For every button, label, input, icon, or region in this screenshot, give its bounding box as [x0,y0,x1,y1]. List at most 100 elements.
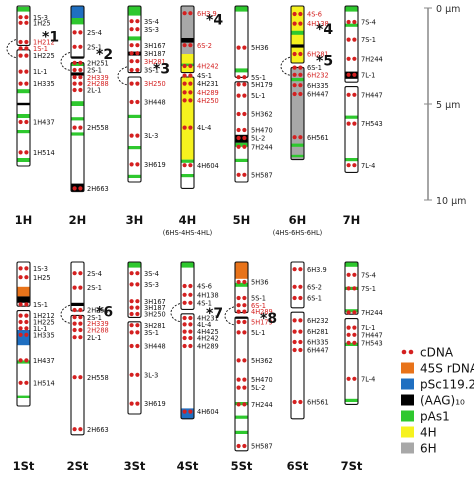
marker-label: 4H604 [197,162,219,170]
cdna-signal [292,91,297,97]
marker-label: 4S-1 [197,299,212,307]
centromere [70,311,85,316]
centromere [290,63,305,68]
cdna-signal [18,275,23,280]
cdna-signal [242,127,247,133]
legend-swatch [401,410,414,422]
cdna-signal [242,402,247,407]
chromosome-name: 3H [126,213,144,227]
annotation-marker: *2 [96,47,113,63]
cdna-signal [346,56,351,61]
cdna-signal [188,409,193,414]
marker-label: 1H335 [33,80,55,88]
cdna-signal [182,409,187,414]
cdna-signal [129,311,134,317]
band-chr4h [291,44,304,66]
chromosome-body [235,262,248,451]
cdna-signal [236,443,241,449]
band-pas1 [291,154,304,158]
marker-label: 4H289 [197,89,219,97]
marker-label: 5H362 [251,357,273,365]
marker-label: 6H561 [307,134,329,142]
legend-swatch-dot [408,349,414,355]
cdna-signal [72,81,77,86]
cdna-signal [24,332,29,337]
cdna-signal [182,43,187,48]
band-pas1 [181,262,194,268]
chromosome-name: 4H [179,213,197,227]
cdna-signal [242,144,247,149]
marker-label: 1S-3 [33,14,48,22]
marker-label: 6H281 [307,51,329,59]
band-aag [291,44,304,48]
marker-label: 6H232 [307,317,329,325]
centromere [180,309,195,314]
chromosome-body [345,262,358,405]
cdna-signal [188,90,193,95]
marker-label: 6H335 [307,339,329,347]
cdna-signal [352,121,357,126]
cdna-signal [78,87,83,93]
cdna-signal [236,127,241,133]
band-pas1 [345,6,358,12]
cdna-signal [182,300,187,305]
band-aag [17,296,30,303]
band-pas1 [128,36,141,41]
cdna-signal [292,329,297,334]
cdna-signal [182,81,187,86]
cdna-signal [292,267,297,272]
band-pas1 [17,395,30,398]
marker-label: 4H242 [197,335,219,343]
long-arm-outline [127,321,142,415]
marker-label: 2S-1 [87,67,102,75]
cdna-signal [292,284,297,289]
marker-label: 3H250 [144,311,166,319]
cdna-signal [352,376,357,381]
chromosome-body [291,262,304,419]
band-pas1 [181,159,194,163]
legend-item: 6H [401,442,437,456]
marker-label: 3S-1 [144,329,159,337]
cdna-signal [135,271,140,276]
band-pas1 [345,262,358,267]
cdna-signal [135,299,140,304]
cdna-signal [24,119,29,125]
cdna-signal [346,376,351,381]
cdna-signal [292,83,297,88]
marker-label: 6S-1 [251,302,266,310]
cdna-signal [292,72,297,77]
chromosome-2st: 2S-42S-12H2512S-12H3392H2882L-12H5582H66… [67,261,109,473]
annotation-marker: *7 [206,306,223,322]
marker-label: 1S-1 [33,45,48,53]
marker-label: 3S-3 [144,281,159,289]
marker-label: 4H231 [197,315,219,323]
cdna-signal [18,69,23,74]
cdna-signal [72,44,77,49]
band-pas1 [71,101,84,106]
cdna-signal [242,75,247,80]
legend-item: pSc119.2 [401,378,474,392]
marker-label: 3H281 [144,58,166,66]
marker-label: 5H36 [251,279,269,287]
short-arm-outline [180,5,195,74]
cdna-signal [72,87,77,93]
band-pas1 [235,430,248,434]
marker-label: 6H281 [307,328,329,336]
scale-label-bottom: 10 µm [436,196,466,207]
cdna-signal [135,330,140,335]
cdna-signal [292,318,297,323]
marker-label: 1H514 [33,379,55,387]
cdna-signal [135,343,140,349]
cdna-signal [18,266,23,271]
cdna-signal [298,83,303,88]
short-arm-outline [180,261,195,310]
cdna-signal [236,135,241,141]
cdna-signal [236,144,241,149]
band-pas1 [345,158,358,162]
marker-label: 1H212 [33,39,55,47]
cdna-signal [182,90,187,95]
marker-label: 5L-2 [251,135,265,143]
